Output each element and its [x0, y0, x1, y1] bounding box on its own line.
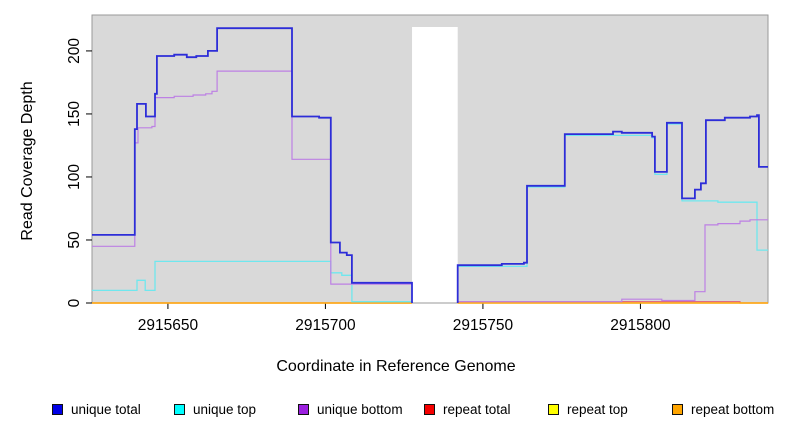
x-tick-label: 2915750	[453, 317, 514, 334]
legend-item-unique-top: unique top	[174, 398, 256, 420]
legend-label: repeat total	[443, 401, 511, 417]
legend-label: repeat top	[567, 401, 628, 417]
y-tick-label: 150	[66, 101, 83, 127]
legend-item-repeat-bottom: repeat bottom	[672, 398, 774, 420]
legend-marker-repeat-bottom	[672, 403, 683, 415]
y-tick-label: 0	[66, 298, 83, 307]
legend-marker-unique-bottom	[298, 403, 309, 415]
y-tick-label: 100	[66, 164, 83, 190]
y-tick-label: 200	[66, 38, 83, 64]
legend-item-unique-bottom: unique bottom	[298, 398, 403, 420]
legend-item-repeat-top: repeat top	[548, 398, 628, 420]
legend-marker-repeat-total	[424, 403, 435, 415]
legend-item-unique-total: unique total	[52, 398, 141, 420]
y-tick-label: 50	[66, 231, 83, 249]
y-axis-title: Read Coverage Depth	[19, 81, 36, 241]
series-line-unique-total	[92, 27, 768, 303]
x-tick-label: 2915650	[138, 317, 199, 334]
legend-label: unique bottom	[317, 401, 403, 417]
legend-label: unique top	[193, 401, 257, 417]
chart-legend: unique total unique top unique bottom repea…	[0, 398, 792, 420]
x-tick-label: 2915700	[295, 317, 356, 334]
legend-marker-unique-total	[52, 403, 63, 415]
legend-item-repeat-total: repeat total	[424, 398, 511, 420]
legend-marker-repeat-top	[548, 403, 559, 415]
x-axis-title: Coordinate in Reference Genome	[276, 358, 516, 375]
legend-label: repeat bottom	[691, 401, 775, 417]
legend-marker-unique-top	[174, 403, 185, 415]
legend-label: unique total	[71, 401, 141, 417]
no-data-gap	[412, 27, 458, 303]
x-tick-label: 2915800	[610, 317, 671, 334]
series-line-unique-top	[92, 123, 768, 303]
